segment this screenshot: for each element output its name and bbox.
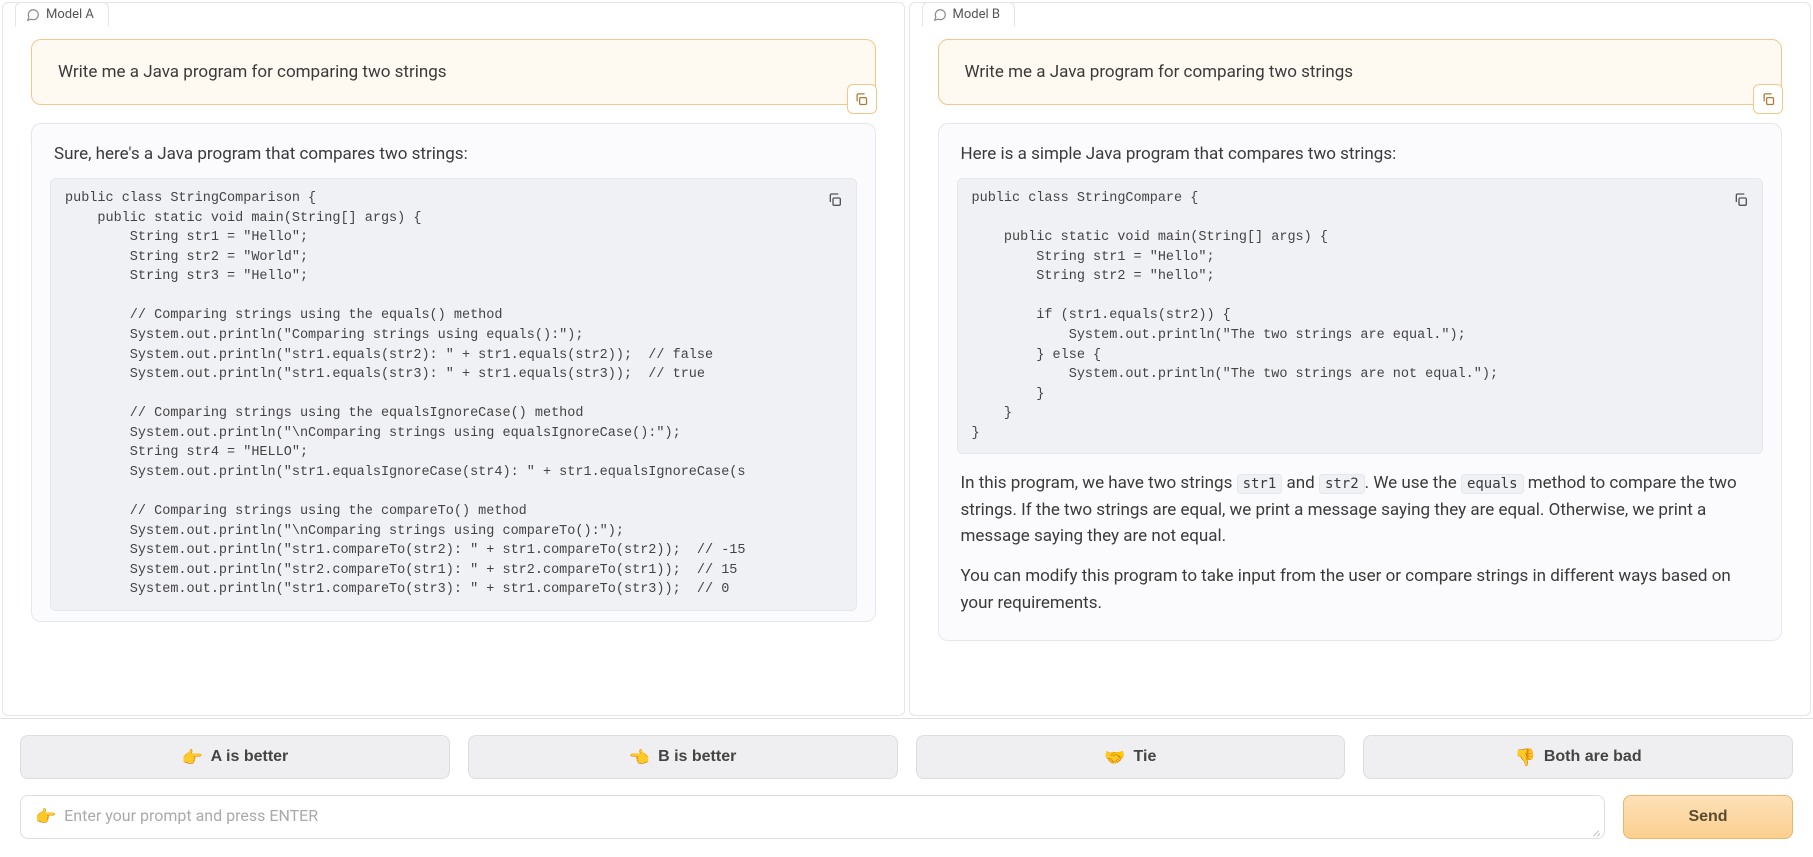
- prompt-box-b: Write me a Java program for comparing tw…: [938, 39, 1783, 105]
- app-root: Model A Write me a Java program for comp…: [0, 0, 1813, 857]
- vote-row: 👉 A is better 👈 B is better 🤝 Tie 👎 Both…: [0, 719, 1813, 785]
- panel-model-a: Model A Write me a Java program for comp…: [2, 2, 905, 716]
- prompt-box-a: Write me a Java program for comparing tw…: [31, 39, 876, 105]
- response-intro: Here is a simple Java program that compa…: [957, 144, 1764, 164]
- copy-icon: [827, 192, 843, 208]
- panel-model-b: Model B Write me a Java program for comp…: [909, 2, 1812, 716]
- tab-model-a[interactable]: Model A: [15, 2, 109, 27]
- vote-b-better-button[interactable]: 👈 B is better: [468, 735, 898, 779]
- response-explanation: In this program, we have two strings str…: [957, 470, 1764, 616]
- prompt-text: Write me a Java program for comparing tw…: [965, 62, 1354, 82]
- point-right-icon: 👉: [35, 809, 56, 826]
- inline-code: equals: [1461, 474, 1524, 494]
- inline-code: str2: [1319, 474, 1365, 494]
- vote-a-better-button[interactable]: 👉 A is better: [20, 735, 450, 779]
- vote-label: B is better: [658, 748, 736, 766]
- point-left-icon: 👈: [629, 749, 650, 766]
- thumbs-down-icon: 👎: [1515, 749, 1536, 766]
- copy-code-button[interactable]: [1728, 187, 1754, 213]
- prompt-text: Write me a Java program for comparing tw…: [58, 62, 447, 82]
- copy-prompt-button[interactable]: [1753, 84, 1783, 114]
- vote-both-bad-button[interactable]: 👎 Both are bad: [1363, 735, 1793, 779]
- vote-label: Both are bad: [1544, 748, 1642, 766]
- prompt-input-container: 👉: [20, 795, 1605, 839]
- chat-icon: [933, 8, 947, 22]
- tab-label: Model A: [46, 7, 94, 22]
- tab-label: Model B: [953, 7, 1000, 22]
- code-block-a: public class StringComparison { public s…: [50, 178, 857, 611]
- explanation-p1: In this program, we have two strings str…: [961, 470, 1760, 549]
- response-box-a: Sure, here's a Java program that compare…: [31, 123, 876, 622]
- copy-icon: [1733, 192, 1749, 208]
- response-box-b: Here is a simple Java program that compa…: [938, 123, 1783, 641]
- code-content: public class StringCompare { public stat…: [972, 189, 1749, 443]
- copy-icon: [854, 92, 869, 107]
- input-row: 👉 Send: [0, 785, 1813, 857]
- chat-icon: [26, 8, 40, 22]
- handshake-icon: 🤝: [1104, 749, 1125, 766]
- code-block-b: public class StringCompare { public stat…: [957, 178, 1764, 454]
- panel-b-body[interactable]: Write me a Java program for comparing tw…: [910, 31, 1811, 715]
- vote-label: A is better: [211, 748, 289, 766]
- code-content: public class StringComparison { public s…: [65, 189, 842, 600]
- copy-code-button[interactable]: [822, 187, 848, 213]
- panel-a-body[interactable]: Write me a Java program for comparing tw…: [3, 31, 904, 715]
- comparison-panels: Model A Write me a Java program for comp…: [0, 0, 1813, 719]
- prompt-input[interactable]: [64, 806, 1590, 828]
- copy-prompt-button[interactable]: [847, 84, 877, 114]
- response-intro: Sure, here's a Java program that compare…: [50, 144, 857, 164]
- send-button[interactable]: Send: [1623, 795, 1793, 839]
- tab-model-b[interactable]: Model B: [922, 2, 1015, 27]
- inline-code: str1: [1237, 474, 1283, 494]
- explanation-p2: You can modify this program to take inpu…: [961, 563, 1760, 616]
- point-right-icon: 👉: [181, 749, 202, 766]
- vote-tie-button[interactable]: 🤝 Tie: [916, 735, 1346, 779]
- resize-handle[interactable]: [1588, 824, 1600, 836]
- vote-label: Tie: [1134, 748, 1157, 766]
- copy-icon: [1761, 92, 1776, 107]
